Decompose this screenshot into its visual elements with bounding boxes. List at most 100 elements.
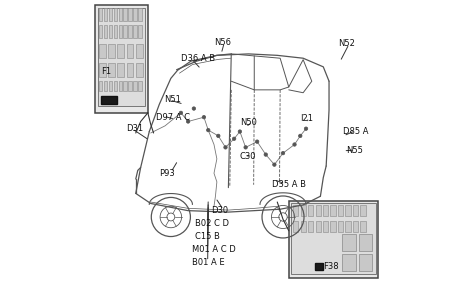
Bar bbox=[104, 81, 107, 91]
Bar bbox=[114, 25, 117, 38]
Circle shape bbox=[281, 151, 285, 155]
Bar bbox=[136, 62, 143, 77]
Bar bbox=[360, 221, 365, 232]
Circle shape bbox=[217, 134, 220, 138]
Bar bbox=[346, 221, 351, 232]
Circle shape bbox=[255, 140, 259, 143]
Bar bbox=[330, 205, 336, 216]
Bar bbox=[353, 205, 358, 216]
Bar bbox=[95, 5, 148, 113]
Text: D30: D30 bbox=[211, 206, 228, 215]
Bar bbox=[359, 254, 373, 271]
Circle shape bbox=[244, 146, 247, 149]
Bar bbox=[342, 234, 356, 251]
Bar bbox=[136, 44, 143, 58]
Bar bbox=[108, 44, 115, 58]
Bar bbox=[127, 44, 134, 58]
Bar bbox=[109, 81, 112, 91]
Bar bbox=[338, 205, 343, 216]
Bar bbox=[323, 205, 328, 216]
Text: D97 A C: D97 A C bbox=[156, 113, 191, 122]
Circle shape bbox=[299, 134, 302, 138]
Bar bbox=[99, 44, 106, 58]
Bar bbox=[128, 25, 132, 38]
Bar bbox=[346, 205, 351, 216]
Text: D36 A B: D36 A B bbox=[181, 54, 215, 63]
Bar bbox=[118, 8, 122, 21]
Circle shape bbox=[224, 146, 227, 149]
Bar bbox=[114, 81, 117, 91]
Bar bbox=[293, 221, 298, 232]
Bar bbox=[128, 81, 132, 91]
Text: F1: F1 bbox=[101, 67, 111, 76]
Circle shape bbox=[207, 128, 210, 132]
Text: C30: C30 bbox=[240, 151, 256, 160]
Bar bbox=[109, 25, 112, 38]
Text: N56: N56 bbox=[214, 38, 231, 47]
Text: C15 B: C15 B bbox=[195, 232, 220, 241]
Bar bbox=[123, 81, 127, 91]
Bar bbox=[127, 62, 134, 77]
Bar bbox=[118, 81, 122, 91]
Text: N51: N51 bbox=[164, 95, 181, 104]
Bar bbox=[109, 8, 112, 21]
Text: B01 A E: B01 A E bbox=[192, 258, 225, 267]
Bar bbox=[108, 62, 115, 77]
Bar bbox=[138, 81, 142, 91]
Text: N52: N52 bbox=[337, 39, 355, 48]
Bar bbox=[359, 234, 373, 251]
Bar bbox=[118, 25, 122, 38]
Bar bbox=[360, 205, 365, 216]
Bar bbox=[101, 96, 117, 104]
Bar bbox=[133, 25, 137, 38]
Bar bbox=[118, 44, 124, 58]
Bar bbox=[133, 8, 137, 21]
Bar bbox=[104, 25, 107, 38]
Text: D85 A: D85 A bbox=[344, 127, 369, 136]
Text: M01 A C D: M01 A C D bbox=[192, 245, 236, 254]
Text: I21: I21 bbox=[300, 114, 313, 123]
Bar bbox=[291, 203, 375, 274]
Text: D31: D31 bbox=[126, 124, 144, 133]
Bar bbox=[118, 62, 124, 77]
Text: N50: N50 bbox=[240, 118, 257, 127]
Circle shape bbox=[192, 107, 196, 110]
Bar bbox=[138, 25, 142, 38]
Circle shape bbox=[186, 120, 190, 123]
Bar bbox=[316, 205, 321, 216]
Circle shape bbox=[293, 143, 296, 146]
Bar bbox=[123, 25, 127, 38]
Bar bbox=[99, 81, 102, 91]
Bar bbox=[342, 254, 356, 271]
Bar bbox=[98, 8, 145, 106]
Circle shape bbox=[238, 130, 242, 133]
Bar bbox=[128, 8, 132, 21]
Bar bbox=[114, 8, 117, 21]
Bar bbox=[99, 8, 102, 21]
Bar bbox=[316, 221, 321, 232]
Circle shape bbox=[232, 137, 236, 140]
Bar bbox=[301, 221, 306, 232]
Circle shape bbox=[264, 153, 267, 156]
Bar bbox=[308, 221, 313, 232]
Circle shape bbox=[202, 115, 206, 119]
Bar bbox=[308, 205, 313, 216]
Text: P93: P93 bbox=[159, 169, 175, 178]
Text: N55: N55 bbox=[346, 146, 363, 155]
Bar bbox=[99, 25, 102, 38]
Text: B02 C D: B02 C D bbox=[195, 219, 229, 228]
Bar bbox=[315, 263, 323, 270]
Bar bbox=[301, 205, 306, 216]
Circle shape bbox=[273, 163, 276, 166]
Circle shape bbox=[304, 127, 308, 130]
Bar bbox=[133, 81, 137, 91]
Bar bbox=[330, 221, 336, 232]
Bar bbox=[99, 62, 106, 77]
Bar bbox=[123, 8, 127, 21]
Bar bbox=[323, 221, 328, 232]
Bar bbox=[104, 8, 107, 21]
Text: D35 A B: D35 A B bbox=[272, 180, 306, 189]
Text: F38: F38 bbox=[323, 262, 339, 271]
Circle shape bbox=[179, 111, 182, 114]
Bar bbox=[338, 221, 343, 232]
